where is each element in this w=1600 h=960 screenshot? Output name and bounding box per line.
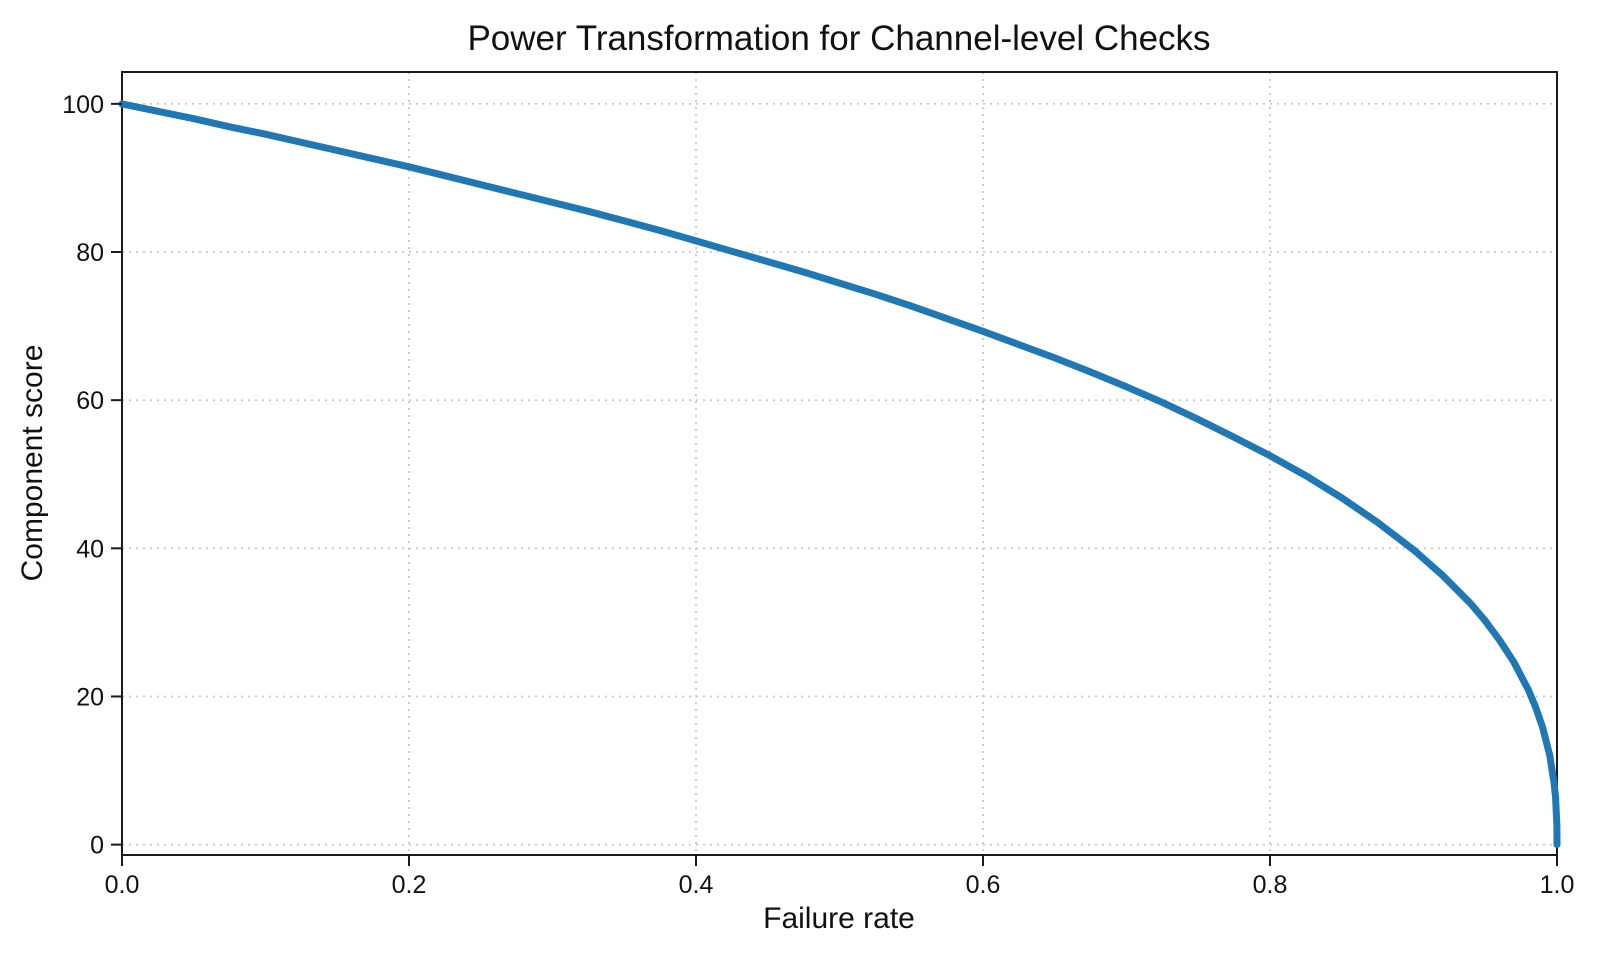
y-tick-label: 0 [90,832,104,860]
x-axis-label: Failure rate [763,902,915,935]
x-tick-label: 1.0 [1540,871,1575,899]
chart-title: Power Transformation for Channel-level C… [467,19,1210,58]
y-tick-label: 80 [76,239,104,267]
y-tick-label: 40 [76,535,104,563]
y-tick-label: 60 [76,387,104,415]
x-tick-label: 0.8 [1253,871,1288,899]
axis-tick-labels: 0.0 0.2 0.4 0.6 0.8 1.0 0 20 40 60 80 100 [62,91,1574,899]
axis-ticks [111,102,1558,866]
y-tick-label: 100 [62,91,104,119]
x-tick-label: 0.4 [679,871,714,899]
component-score-curve [118,100,1561,849]
x-tick-label: 0.0 [105,871,140,899]
x-tick-label: 0.2 [392,871,427,899]
plot-area-frame [121,71,1558,856]
series-line-group [118,100,1561,849]
x-tick-label: 0.6 [966,871,1001,899]
y-tick-label: 20 [76,683,104,711]
gridlines [121,72,1558,855]
y-axis-label: Component score [16,345,49,582]
